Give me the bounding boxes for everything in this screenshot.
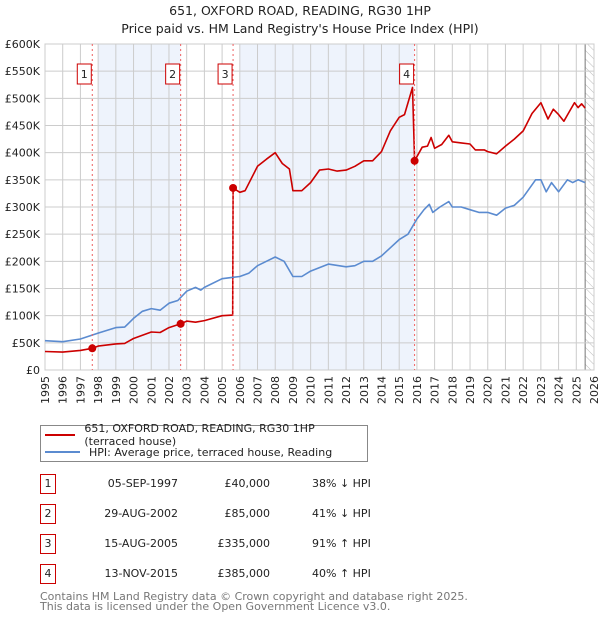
legend-swatch-blue (45, 451, 80, 453)
sale-label: 3 (222, 68, 229, 81)
x-tick-label: 2002 (163, 376, 176, 404)
transaction-hpi-diff: 91% ↑ HPI (312, 537, 371, 550)
y-tick-label: £250K (5, 228, 41, 241)
transaction-date: 05-SEP-1997 (107, 477, 178, 490)
y-tick-label: £300K (5, 201, 41, 214)
sale-point (88, 344, 97, 353)
legend-label: 651, OXFORD ROAD, READING, RG30 1HP (ter… (84, 422, 315, 448)
x-tick-label: 2012 (340, 376, 353, 404)
transaction-date: 13-NOV-2015 (104, 567, 178, 580)
x-tick-label: 2024 (553, 376, 566, 404)
y-tick-label: £550K (5, 65, 41, 78)
sale-label: 2 (169, 68, 176, 81)
x-tick-label: 2009 (287, 376, 300, 404)
sale-point (229, 183, 238, 192)
x-tick-label: 2018 (446, 376, 459, 404)
x-tick-label: 2023 (535, 376, 548, 404)
x-tick-label: 1998 (92, 376, 105, 404)
sale-label-box (165, 63, 181, 85)
transaction-price: £385,000 (217, 567, 271, 580)
chart-title: 651, OXFORD ROAD, READING, RG30 1HP (169, 3, 431, 18)
x-tick-label: 2010 (305, 376, 318, 404)
transaction-number: 2 (40, 504, 56, 524)
transaction-number: 1 (40, 474, 56, 494)
sale-label-box (76, 63, 92, 85)
x-tick-label: 2014 (375, 376, 388, 404)
x-tick-label: 1999 (110, 376, 123, 404)
x-tick-label: 1995 (39, 376, 52, 404)
x-tick-label: 2022 (517, 376, 530, 404)
sale-point (410, 156, 419, 165)
transaction-date: 29-AUG-2002 (104, 507, 178, 520)
x-tick-label: 2008 (269, 376, 282, 404)
transaction-hpi-diff: 38% ↓ HPI (312, 477, 371, 490)
x-tick-label: 2011 (322, 376, 335, 404)
legend-swatch-red (45, 434, 76, 436)
y-tick-label: £600K (5, 38, 41, 51)
y-tick-label: £350K (5, 174, 41, 187)
sale-label: 4 (403, 68, 410, 81)
x-tick-label: 2013 (358, 376, 371, 404)
transaction-number: 4 (40, 564, 56, 584)
legend: 651, OXFORD ROAD, READING, RG30 1HP (ter… (40, 422, 368, 462)
x-tick-label: 1997 (74, 376, 87, 404)
footer-copyright: Contains HM Land Registry data © Crown c… (40, 590, 468, 603)
plot-frame (44, 43, 595, 371)
x-tick-label: 2025 (570, 376, 583, 404)
y-tick-label: £100K (5, 310, 41, 323)
y-tick-label: £500K (5, 92, 41, 105)
y-tick-label: £400K (5, 147, 41, 160)
x-tick-label: 2017 (429, 376, 442, 404)
transaction-hpi-diff: 41% ↓ HPI (312, 507, 371, 520)
transaction-price: £40,000 (224, 477, 271, 490)
transaction-hpi-diff: 40% ↑ HPI (312, 567, 371, 580)
y-tick-label: £0 (26, 364, 40, 377)
chart-subtitle: Price paid vs. HM Land Registry's House … (121, 21, 479, 36)
sale-label-box (217, 63, 233, 85)
x-tick-label: 2001 (145, 376, 158, 404)
x-tick-label: 2003 (181, 376, 194, 404)
legend-label: HPI: Average price, terraced house, Read… (89, 445, 333, 459)
x-tick-label: 1996 (57, 376, 70, 404)
x-tick-label: 2005 (216, 376, 229, 404)
legend-item-hpi: HPI: Average price, terraced house, Read… (45, 444, 332, 460)
y-tick-label: £50K (12, 337, 41, 350)
x-tick-label: 2006 (234, 376, 247, 404)
x-tick-label: 2016 (411, 376, 424, 404)
transaction-price: £85,000 (224, 507, 271, 520)
y-tick-label: £450K (5, 120, 41, 133)
sale-label-box (399, 63, 415, 85)
x-tick-label: 2021 (499, 376, 512, 404)
sale-point (176, 319, 185, 328)
x-tick-label: 2019 (464, 376, 477, 404)
x-tick-label: 2000 (128, 376, 141, 404)
y-tick-label: £200K (5, 255, 41, 268)
x-tick-label: 2015 (393, 376, 406, 404)
sale-label: 1 (81, 68, 88, 81)
x-tick-label: 2026 (588, 376, 600, 404)
x-tick-label: 2020 (482, 376, 495, 404)
footer-licence: This data is licensed under the Open Gov… (40, 600, 391, 613)
hpi-line (44, 179, 586, 343)
y-tick-label: £150K (5, 283, 41, 296)
transaction-price: £335,000 (217, 537, 271, 550)
transaction-number: 3 (40, 534, 56, 554)
x-tick-label: 2007 (252, 376, 265, 404)
price-chart: 1995 1996 1997 1998 1999 2000 2001 2002 2003 2004… (5, 38, 600, 404)
transaction-date: 15-AUG-2005 (104, 537, 178, 550)
x-tick-label: 2004 (198, 376, 211, 404)
legend-item-property: 651, OXFORD ROAD, READING, RG30 1HP (ter… (45, 422, 367, 448)
